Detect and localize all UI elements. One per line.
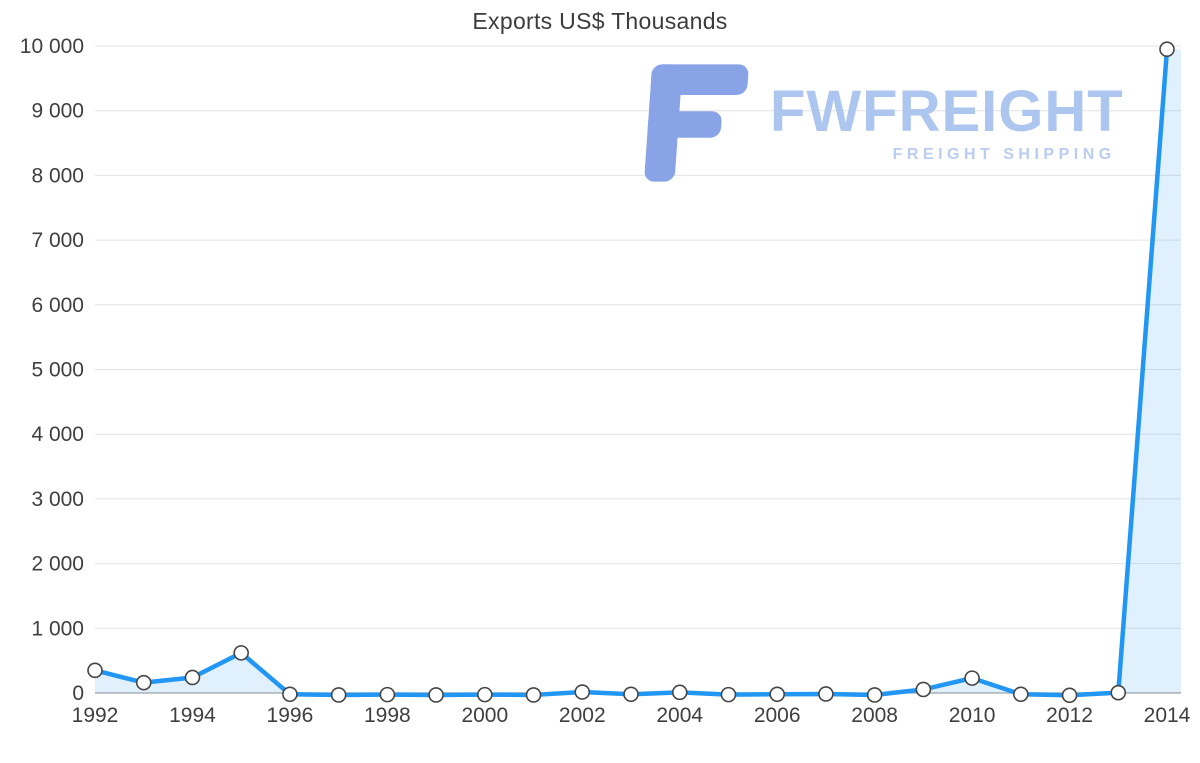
data-point-marker <box>866 687 883 703</box>
y-tick-label: 8 000 <box>31 164 84 187</box>
x-tick-label: 2000 <box>461 704 508 727</box>
y-tick-label: 1 000 <box>31 617 84 640</box>
x-tick-label: 2006 <box>754 704 801 727</box>
x-tick-label: 2008 <box>851 704 898 727</box>
y-tick-label: 9 000 <box>31 100 84 123</box>
data-point-marker <box>135 674 152 691</box>
data-point-marker <box>671 684 688 701</box>
y-tick-label: 0 <box>72 682 84 705</box>
x-tick-label: 2014 <box>1144 704 1191 727</box>
x-tick-label: 2012 <box>1046 704 1093 727</box>
data-point-marker <box>379 686 396 703</box>
data-point-marker <box>574 684 591 700</box>
y-tick-label: 4 000 <box>31 423 84 446</box>
y-tick-label: 5 000 <box>31 359 84 382</box>
data-point-marker <box>720 686 737 703</box>
data-point-marker <box>233 645 249 661</box>
y-tick-label: 3 000 <box>31 488 84 511</box>
x-tick-label: 1994 <box>169 704 216 727</box>
data-point-marker <box>964 670 980 686</box>
data-point-marker <box>87 662 103 679</box>
data-point-marker <box>1061 687 1078 704</box>
series-line <box>92 46 1170 698</box>
area-fill <box>95 49 1181 696</box>
x-tick-label: 1998 <box>364 704 411 727</box>
data-point-marker <box>330 687 347 703</box>
y-tick-label: 6 000 <box>31 294 84 317</box>
x-tick-label: 2004 <box>656 704 703 727</box>
data-point-marker <box>818 686 834 702</box>
chart-title: Exports US$ Thousands <box>472 8 728 34</box>
data-point-marker <box>1110 684 1127 701</box>
x-tick-label: 1996 <box>267 704 314 727</box>
y-tick-label: 7 000 <box>31 229 84 252</box>
y-tick-label: 10 000 <box>20 35 84 58</box>
x-tick-label: 2002 <box>559 704 606 727</box>
data-point-marker <box>282 686 298 703</box>
data-point-marker <box>623 686 639 703</box>
x-tick-label: 1992 <box>72 704 119 727</box>
data-point-marker <box>525 687 542 703</box>
data-point-marker <box>915 681 932 698</box>
data-point-marker <box>1013 686 1029 703</box>
y-tick-label: 2 000 <box>31 553 84 576</box>
data-point-marker <box>1159 41 1175 58</box>
data-point-marker <box>477 686 493 703</box>
data-point-marker <box>769 686 785 703</box>
x-tick-label: 2010 <box>949 704 996 727</box>
data-point-marker <box>184 669 201 686</box>
data-point-marker <box>428 687 444 703</box>
